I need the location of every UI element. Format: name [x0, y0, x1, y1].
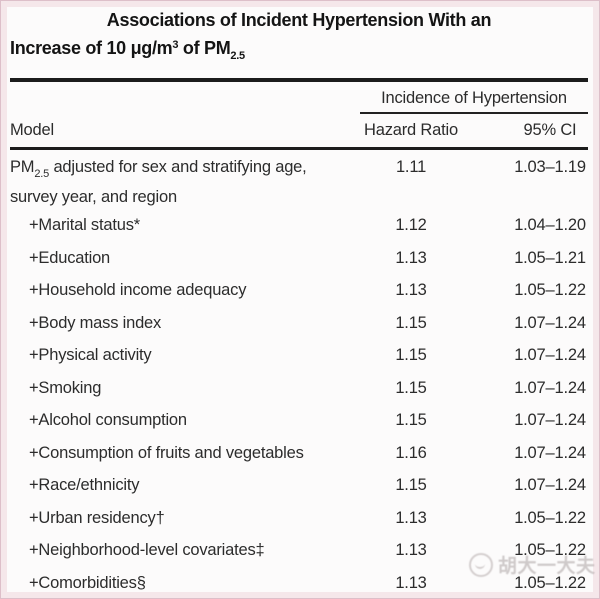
row-95ci: 1.07–1.24: [514, 346, 586, 365]
table-row: +Race/ethnicity 1.15 1.07–1.24: [10, 469, 588, 502]
row-hazard-ratio: 1.13: [395, 508, 427, 527]
column-header-95ci: 95% CI: [523, 120, 577, 139]
column-header-row: Model Hazard Ratio 95% CI: [10, 114, 588, 147]
table-row: +Household income adequacy 1.13 1.05–1.2…: [10, 274, 588, 307]
row-95ci: 1.07–1.24: [514, 443, 586, 462]
rule-below-header: [10, 146, 588, 150]
row-label: +Education: [29, 248, 111, 267]
row-hazard-ratio: 1.15: [395, 378, 427, 397]
table-row: +Alcohol consumption 1.15 1.07–1.24: [10, 404, 588, 437]
row-95ci: 1.03–1.19: [514, 158, 586, 176]
table-row: +Smoking 1.15 1.07–1.24: [10, 372, 588, 405]
row-label: +Consumption of fruits and vegetables: [29, 443, 304, 462]
table-row: +Marital status* 1.12 1.04–1.20: [10, 209, 588, 242]
table-title: Associations of Incident Hypertension Wi…: [10, 8, 588, 69]
row-hazard-ratio: 1.13: [395, 573, 427, 592]
row-label: +Physical activity: [29, 346, 152, 365]
row-hazard-ratio: 1.12: [395, 216, 427, 235]
row-95ci: 1.05–1.22: [514, 281, 586, 300]
table-row: +Education 1.13 1.05–1.21: [10, 242, 588, 275]
table-content: Associations of Incident Hypertension Wi…: [10, 8, 588, 599]
row-label: +Alcohol consumption: [29, 411, 187, 430]
row-label: +Smoking: [29, 378, 102, 397]
row-95ci: 1.07–1.24: [514, 476, 586, 495]
row-hazard-ratio: 1.16: [395, 443, 427, 462]
row-hazard-ratio: 1.13: [395, 248, 427, 267]
row-label: +Household income adequacy: [29, 281, 247, 300]
row-95ci: 1.07–1.24: [514, 411, 586, 430]
row-hazard-ratio: 1.15: [395, 476, 427, 495]
row-label: +Neighborhood-level covariates‡: [29, 541, 265, 560]
rule-below-title: [10, 78, 588, 82]
row-label: +Body mass index: [29, 313, 162, 332]
row-hazard-ratio: 1.15: [395, 346, 427, 365]
table-body: PM2.5 adjusted for sex and stratifying a…: [10, 150, 588, 599]
spanner-header-incidence: Incidence of Hypertension: [381, 88, 567, 107]
table-row: +Consumption of fruits and vegetables 1.…: [10, 437, 588, 470]
column-header-hazard-ratio: Hazard Ratio: [364, 120, 458, 139]
row-95ci: 1.05–1.22: [514, 508, 586, 527]
table-row: +Comorbidities§ 1.13 1.05–1.22: [10, 567, 588, 599]
row-hazard-ratio: 1.15: [395, 411, 427, 430]
row-95ci: 1.05–1.22: [514, 541, 586, 560]
spanner-header-group: Incidence of Hypertension: [360, 82, 588, 114]
row-label: +Marital status*: [29, 216, 140, 235]
row-95ci: 1.04–1.20: [514, 216, 586, 235]
table-row: +Physical activity 1.15 1.07–1.24: [10, 339, 588, 372]
table-row: +Body mass index 1.15 1.07–1.24: [10, 307, 588, 340]
title-line-1: Associations of Incident Hypertension Wi…: [106, 10, 492, 30]
table-row: +Urban residency† 1.13 1.05–1.22: [10, 502, 588, 535]
row-hazard-ratio: 1.15: [395, 313, 427, 332]
row-95ci: 1.07–1.24: [514, 313, 586, 332]
row-hazard-ratio: 1.13: [395, 281, 427, 300]
row-label: PM2.5 adjusted for sex and stratifying a…: [10, 158, 307, 206]
row-95ci: 1.05–1.21: [514, 248, 586, 267]
row-label: +Comorbidities§: [29, 573, 146, 592]
row-label: +Urban residency†: [29, 508, 165, 527]
column-header-model: Model: [10, 120, 54, 139]
row-hazard-ratio: 1.11: [395, 158, 427, 176]
row-95ci: 1.05–1.22: [514, 573, 586, 592]
row-label: +Race/ethnicity: [29, 476, 140, 495]
table-row: +Neighborhood-level covariates‡ 1.13 1.0…: [10, 534, 588, 567]
table-row: PM2.5 adjusted for sex and stratifying a…: [10, 150, 588, 209]
row-hazard-ratio: 1.13: [395, 541, 427, 560]
title-line-2: Increase of 10 μg/m3 of PM2.5: [10, 38, 245, 62]
row-95ci: 1.07–1.24: [514, 378, 586, 397]
